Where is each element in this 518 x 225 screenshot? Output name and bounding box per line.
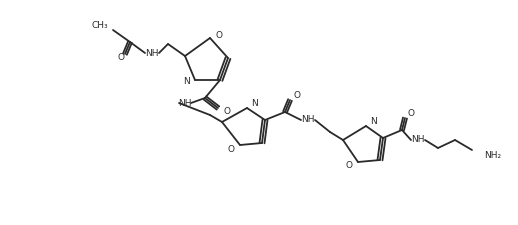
Text: CH₃: CH₃ — [91, 20, 108, 29]
Text: NH: NH — [301, 115, 315, 124]
Text: NH: NH — [178, 99, 192, 108]
Text: O: O — [215, 32, 222, 40]
Text: O: O — [408, 110, 415, 119]
Text: N: N — [370, 117, 377, 126]
Text: NH: NH — [411, 135, 425, 144]
Text: N: N — [183, 76, 190, 86]
Text: O: O — [346, 162, 353, 171]
Text: NH: NH — [145, 49, 159, 58]
Text: O: O — [223, 106, 230, 115]
Text: O: O — [293, 92, 300, 101]
Text: O: O — [118, 54, 124, 63]
Text: O: O — [228, 144, 235, 153]
Text: N: N — [251, 99, 258, 108]
Text: NH₂: NH₂ — [484, 151, 501, 160]
